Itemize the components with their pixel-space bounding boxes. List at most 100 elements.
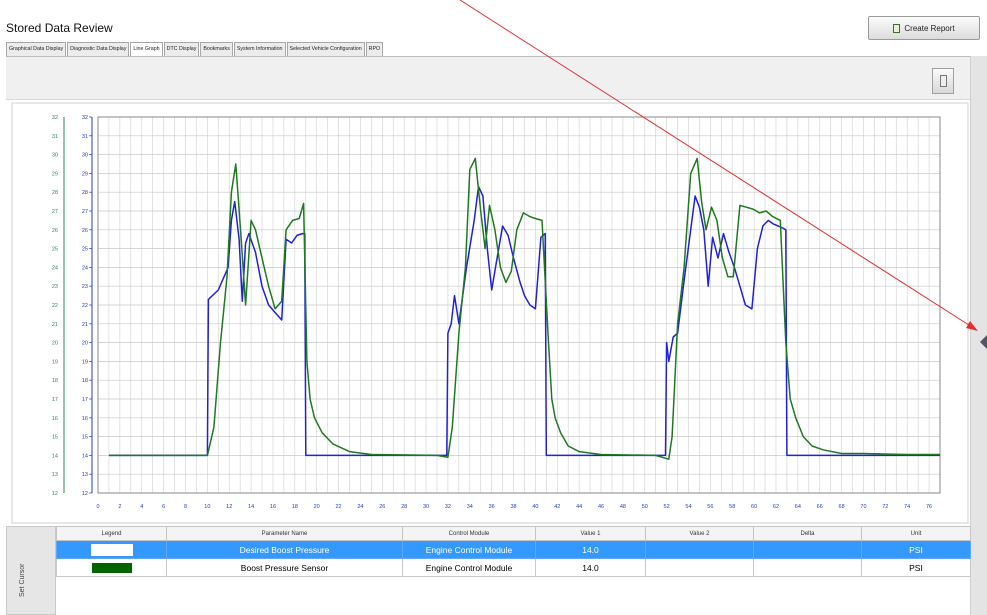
table-header-row: Legend Parameter Name Control Module Value … [56, 526, 971, 541]
column-header-value-1[interactable]: Value 1 [535, 526, 646, 541]
x-tick-label: 68 [839, 504, 845, 510]
tab-bar: Graphical Data Display Diagnostic Data Di… [6, 42, 384, 56]
y-tick-label-outer: 18 [52, 378, 58, 384]
y-tick-label-inner: 12 [82, 491, 88, 497]
x-tick-label: 48 [620, 504, 626, 510]
y-tick-label-inner: 30 [82, 153, 88, 159]
set-cursor-label: Set Cursor [19, 563, 26, 597]
y-tick-label-inner: 32 [82, 115, 88, 121]
x-tick-label: 72 [882, 504, 888, 510]
x-tick-label: 66 [817, 504, 823, 510]
y-tick-label-inner: 22 [82, 303, 88, 309]
y-tick-label-outer: 14 [52, 453, 58, 459]
tab-rpo[interactable]: RPO [365, 42, 384, 56]
x-tick-label: 28 [401, 504, 407, 510]
x-tick-label: 6 [162, 504, 165, 510]
y-tick-label-inner: 29 [82, 171, 88, 177]
y-tick-label-outer: 28 [52, 190, 58, 196]
plot-background [11, 102, 969, 524]
create-report-button[interactable]: Create Report [868, 16, 980, 40]
x-tick-label: 24 [357, 504, 363, 510]
y-tick-label-outer: 21 [52, 322, 58, 328]
y-tick-label-inner: 27 [82, 209, 88, 215]
graph-options-button[interactable] [932, 68, 954, 94]
x-tick-label: 64 [795, 504, 801, 510]
column-header-unit[interactable]: Unit [861, 526, 971, 541]
cell-value2 [645, 540, 754, 559]
cell-unit: PSI [861, 540, 971, 559]
y-tick-label-outer: 16 [52, 416, 58, 422]
y-tick-label-inner: 26 [82, 228, 88, 234]
x-tick-label: 8 [184, 504, 187, 510]
x-tick-label: 18 [292, 504, 298, 510]
x-tick-label: 50 [642, 504, 648, 510]
series-line-desired-boost-pressure [108, 185, 940, 457]
x-tick-label: 38 [510, 504, 516, 510]
legend-swatch [90, 543, 133, 556]
y-tick-label-inner: 17 [82, 397, 88, 403]
right-collapse-panel [970, 56, 987, 615]
x-tick-label: 44 [576, 504, 582, 510]
x-tick-label: 10 [204, 504, 210, 510]
x-tick-label: 2 [118, 504, 121, 510]
y-tick-label-outer: 26 [52, 228, 58, 234]
tab-graphical-data-display[interactable]: Graphical Data Display [6, 42, 67, 56]
y-tick-label-outer: 17 [52, 397, 58, 403]
column-header-parameter-name[interactable]: Parameter Name [166, 526, 403, 541]
y-tick-label-inner: 13 [82, 472, 88, 478]
x-tick-label: 34 [467, 504, 473, 510]
y-tick-label-inner: 23 [82, 284, 88, 290]
table-row[interactable]: Desired Boost Pressure Engine Control Mod… [56, 540, 971, 559]
window-title: Stored Data Review [6, 21, 113, 35]
x-tick-label: 36 [489, 504, 495, 510]
cell-parameter: Boost Pressure Sensor [166, 558, 403, 577]
report-document-icon [893, 23, 901, 33]
x-tick-label: 60 [751, 504, 757, 510]
cell-delta [753, 558, 862, 577]
y-tick-label-outer: 12 [52, 491, 58, 497]
column-header-delta[interactable]: Delta [753, 526, 862, 541]
cell-value1: 14.0 [535, 540, 646, 559]
x-tick-label: 52 [664, 504, 670, 510]
column-header-control-module[interactable]: Control Module [402, 526, 536, 541]
y-tick-label-inner: 19 [82, 359, 88, 365]
x-tick-label: 40 [532, 504, 538, 510]
x-tick-label: 54 [685, 504, 691, 510]
legend-cell [56, 558, 167, 577]
y-tick-label-inner: 16 [82, 416, 88, 422]
x-tick-label: 22 [336, 504, 342, 510]
y-tick-label-outer: 31 [52, 134, 58, 140]
tab-diagnostic-data-display[interactable]: Diagnostic Data Display [67, 42, 130, 56]
plot-frame [97, 116, 941, 494]
x-tick-label: 0 [96, 504, 99, 510]
legend-swatch [90, 561, 133, 574]
y-tick-label-inner: 20 [82, 341, 88, 347]
x-tick-label: 76 [926, 504, 932, 510]
x-tick-label: 32 [445, 504, 451, 510]
parameter-table: Legend Parameter Name Control Module Value … [56, 526, 971, 577]
y-tick-label-outer: 20 [52, 341, 58, 347]
y-tick-label-inner: 21 [82, 322, 88, 328]
set-cursor-button[interactable]: Set Cursor [6, 526, 56, 615]
x-tick-label: 74 [904, 504, 910, 510]
tab-selected-vehicle-configuration[interactable]: Selected Vehicle Configuration [286, 42, 365, 56]
x-tick-label: 4 [140, 504, 143, 510]
x-tick-label: 62 [773, 504, 779, 510]
column-header-value-2[interactable]: Value 2 [645, 526, 754, 541]
tab-dtc-display[interactable]: DTC Display [163, 42, 200, 56]
x-tick-label: 14 [248, 504, 254, 510]
y-tick-label-inner: 15 [82, 435, 88, 441]
y-tick-label-outer: 22 [52, 303, 58, 309]
x-tick-label: 12 [226, 504, 232, 510]
y-tick-label-inner: 24 [82, 265, 88, 271]
tab-system-information[interactable]: System Information [233, 42, 286, 56]
expand-panel-arrow-icon[interactable] [980, 335, 987, 349]
tab-line-graph[interactable]: Line Graph [130, 42, 163, 56]
column-header-legend[interactable]: Legend [56, 526, 167, 541]
y-tick-label-outer: 13 [52, 472, 58, 478]
cell-parameter: Desired Boost Pressure [166, 540, 403, 559]
table-row[interactable]: Boost Pressure Sensor Engine Control Modu… [56, 558, 971, 577]
tab-bookmarks[interactable]: Bookmarks [200, 42, 233, 56]
cell-module: Engine Control Module [402, 540, 536, 559]
y-tick-label-outer: 23 [52, 284, 58, 290]
